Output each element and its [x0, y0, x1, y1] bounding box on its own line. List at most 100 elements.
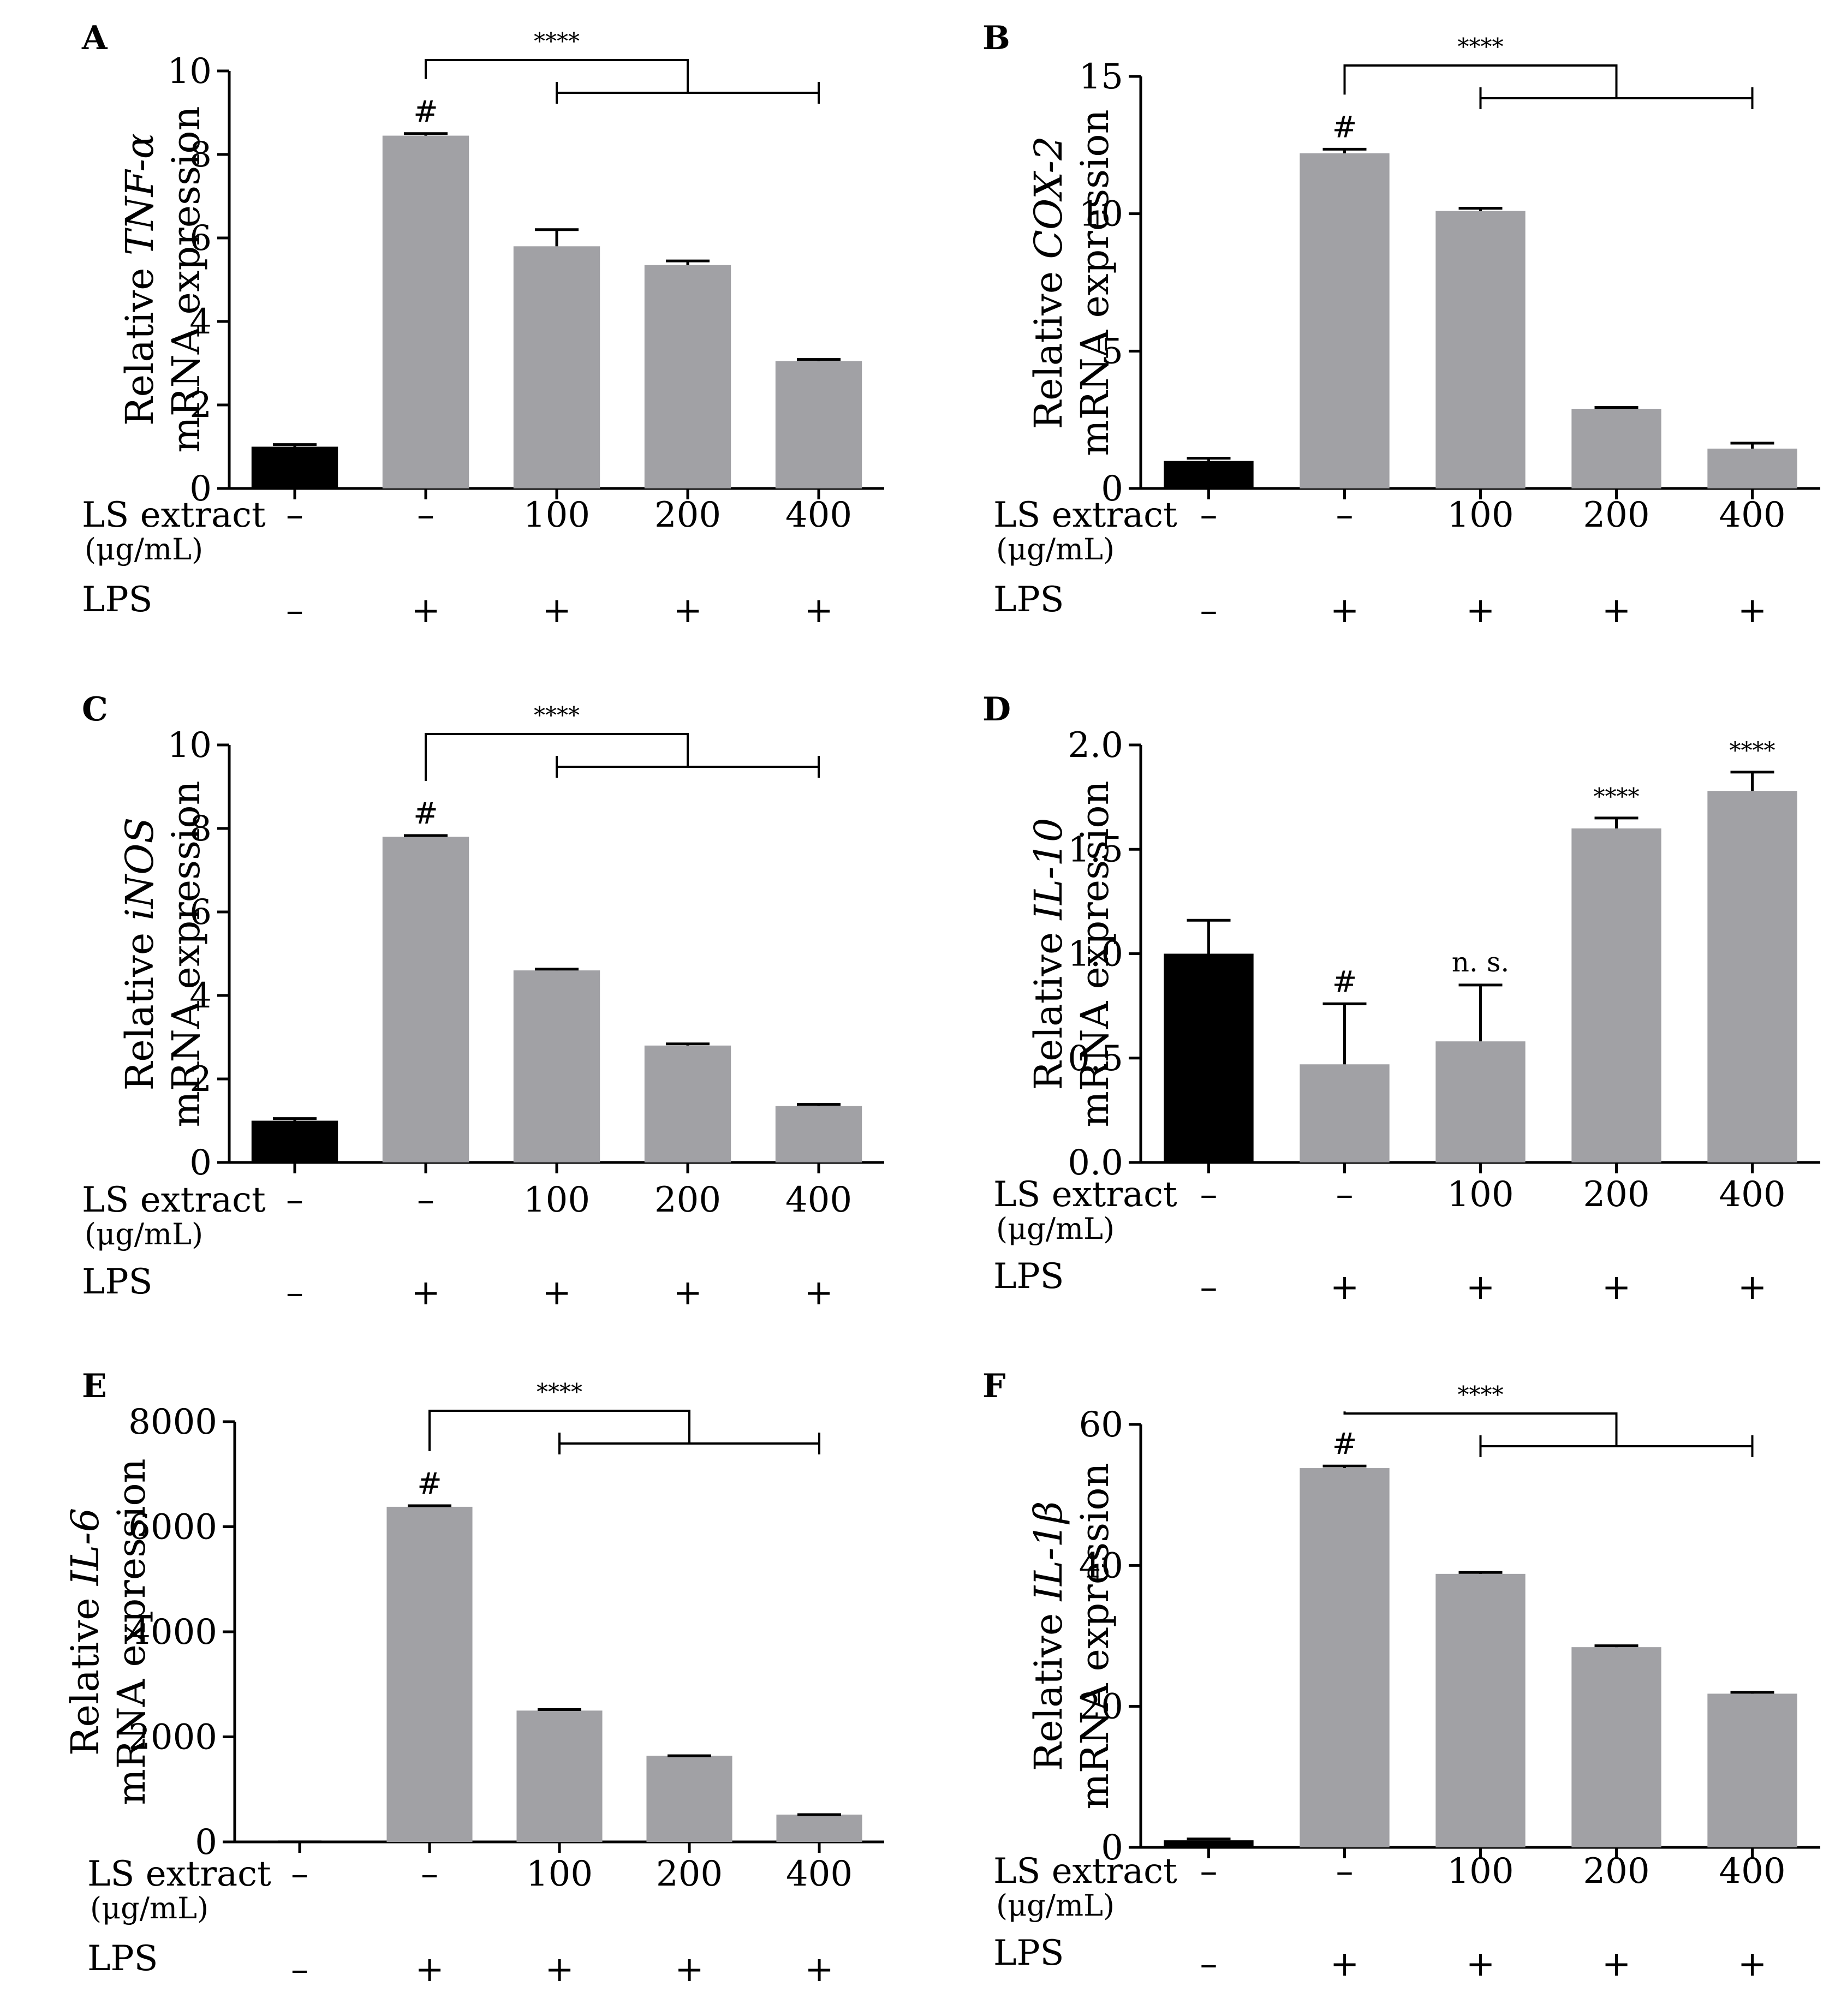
bracket-lower [1479, 87, 1754, 109]
lps-sign: + [675, 1949, 704, 1990]
bar [382, 135, 469, 488]
y-label-line-2: mRNA expression [1073, 109, 1117, 456]
extract-dose: 400 [785, 495, 852, 535]
y-tick-label: 0 [189, 469, 212, 509]
lps-sign: – [291, 1949, 308, 1990]
bracket-upper [1343, 64, 1618, 98]
y-tick-label: 8000 [128, 1402, 217, 1442]
hash-mark: # [413, 94, 438, 129]
bar [1571, 409, 1661, 488]
panel-f: F 0 20 40 60 Relative IL-1β mRNA expression # **… [982, 1367, 1820, 1984]
bar [776, 1814, 862, 1842]
extract-unit-label: (μg/mL) [996, 532, 1115, 566]
y-tick-label: 8 [189, 809, 212, 849]
y-tick-label: 0 [1101, 1828, 1123, 1868]
bar [513, 970, 600, 1162]
bar [1707, 791, 1797, 1162]
extract-dose: 200 [656, 1854, 723, 1894]
y-tick-label: 0.0 [1068, 1143, 1123, 1183]
bar [1300, 153, 1390, 488]
extract-row-label: LS extract [993, 1851, 1177, 1892]
bar [1571, 1647, 1661, 1847]
gene-name: COX-2 [1026, 136, 1071, 259]
bracket-stars: **** [1458, 1381, 1504, 1408]
y-tick-label: 4 [189, 976, 212, 1016]
y-label-line-1: Relative COX-2 [1026, 136, 1071, 429]
lps-sign: + [1738, 1944, 1767, 1984]
y-tick-label: 10 [168, 725, 212, 766]
extract-dose: 400 [1719, 1174, 1785, 1215]
extract-dose: 100 [526, 1854, 593, 1894]
y-tick-label: 0 [195, 1822, 217, 1863]
bracket-upper [425, 733, 689, 782]
y-tick-label: 4 [189, 302, 212, 342]
y-axis-label: Relative iNOS mRNA expression [117, 780, 208, 1127]
y-label-line-1: Relative IL-10 [1026, 818, 1071, 1090]
extract-dose: – [417, 495, 434, 535]
extract-row-label: LS extract [993, 495, 1177, 535]
y-tick-label: 0 [189, 1143, 212, 1183]
extract-row-label: LS extract [87, 1854, 271, 1894]
lps-sign: + [805, 1949, 834, 1990]
y-axis-label: Relative IL-10 mRNA expression [1026, 780, 1117, 1127]
extract-dose: – [286, 495, 303, 535]
lps-row-label: LPS [993, 1256, 1064, 1297]
significance-mark: n. s. [1452, 946, 1510, 978]
bar [251, 446, 338, 488]
bracket-stars: **** [1458, 33, 1504, 60]
y-tick-label: 15 [1079, 57, 1123, 97]
y-tick-label: 2.0 [1068, 725, 1123, 766]
lps-sign: + [542, 591, 571, 631]
lps-sign: + [1602, 591, 1631, 631]
lps-sign: + [542, 1273, 571, 1313]
extract-unit-label: (μg/mL) [996, 1212, 1115, 1246]
bar [382, 837, 469, 1162]
bar [386, 1506, 473, 1842]
y-axis-label: Relative IL-6 mRNA expression [63, 1458, 154, 1805]
extract-dose: 100 [523, 495, 590, 535]
y-tick-label: 2 [189, 1059, 212, 1100]
panel-letter: E [82, 1367, 107, 1405]
y-tick-label: 4000 [128, 1612, 217, 1653]
extract-dose: 400 [1719, 495, 1785, 535]
hash-mark: # [1332, 964, 1357, 999]
significance-bracket: **** [425, 28, 820, 104]
y-label-prefix: Relative [1026, 1601, 1071, 1771]
y-label-line-2: mRNA expression [164, 780, 208, 1127]
extract-dose: 200 [654, 1180, 721, 1220]
panel-c: C 0 2 4 6 8 10 Relative iNOS mRNA expression # ***… [82, 690, 884, 1313]
y-tick-label: 8 [189, 135, 212, 175]
y-label-line-1: Relative TNF-α [117, 133, 162, 426]
bar [1571, 828, 1661, 1162]
lps-sign: + [545, 1949, 574, 1990]
lps-sign: + [1466, 1944, 1496, 1984]
lps-sign: + [1738, 591, 1767, 631]
bar [644, 1045, 731, 1162]
panel-letter: D [982, 690, 1011, 729]
y-tick-label: 0 [1101, 469, 1123, 509]
gene-name: IL-6 [63, 1508, 108, 1586]
bracket-lower [558, 1433, 820, 1454]
bar [644, 265, 731, 488]
y-label-line-2: mRNA expression [164, 106, 208, 452]
panel-letter: C [82, 690, 108, 729]
extract-dose: – [291, 1854, 308, 1894]
y-label-prefix: Relative [117, 255, 162, 426]
bar [1164, 953, 1254, 1162]
bar [516, 1710, 603, 1842]
bar [1707, 449, 1797, 488]
extract-dose: – [286, 1180, 303, 1220]
extract-dose: – [1200, 495, 1218, 535]
lps-row-label: LPS [993, 580, 1064, 620]
y-tick-label: 6 [189, 892, 212, 933]
bracket-upper [428, 1410, 690, 1451]
lps-row-label: LPS [993, 1933, 1064, 1973]
lps-sign: + [415, 1949, 444, 1990]
gene-name: IL-1β [1026, 1501, 1071, 1602]
y-tick-label: 20 [1079, 1687, 1123, 1727]
y-tick-label: 40 [1079, 1546, 1123, 1586]
lps-sign: – [286, 1273, 303, 1313]
